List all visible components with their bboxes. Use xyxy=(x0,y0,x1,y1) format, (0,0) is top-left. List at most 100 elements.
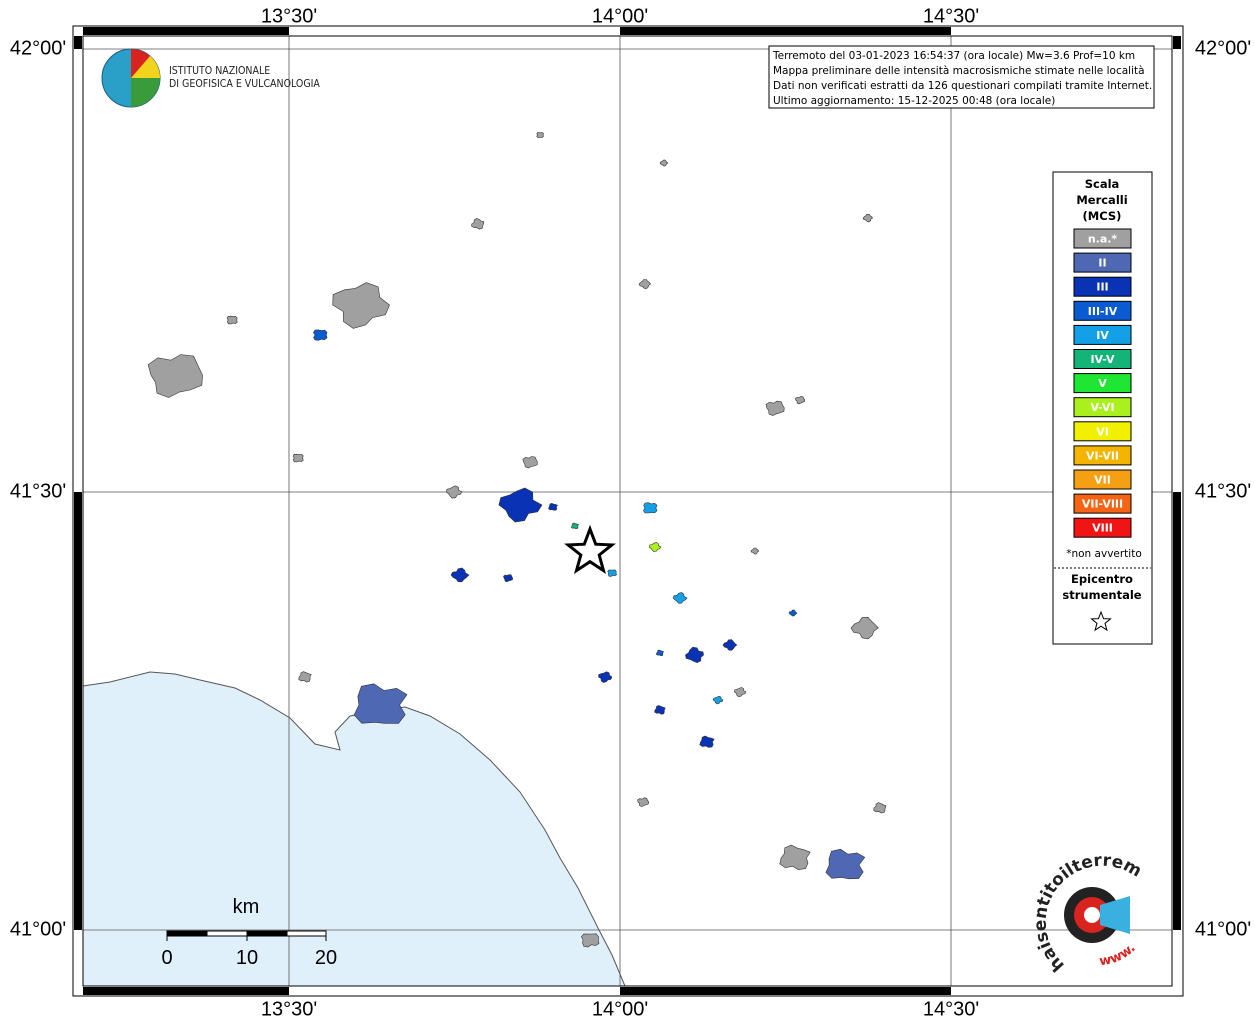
legend-label: III xyxy=(1096,281,1108,294)
lat-label: 41°30' xyxy=(1195,480,1251,502)
locality xyxy=(779,844,811,871)
locality xyxy=(498,487,543,523)
scale-label: 20 xyxy=(315,947,337,969)
legend-swatch xyxy=(1073,421,1132,442)
locality xyxy=(672,592,688,604)
locality xyxy=(699,735,715,748)
locality xyxy=(292,453,304,463)
scale-unit: km xyxy=(233,896,260,918)
lat-label: 41°00' xyxy=(1195,918,1251,940)
legend-epicenter: strumentale xyxy=(1062,588,1141,602)
info-line: Terremoto del 03-01-2023 16:54:37 (ora l… xyxy=(772,50,1135,62)
frame-bar xyxy=(83,987,289,995)
scale-bar xyxy=(166,930,208,937)
lon-label: 13°30' xyxy=(261,5,317,27)
legend-label: VIII xyxy=(1092,522,1113,535)
lat-label: 41°00' xyxy=(10,918,66,940)
frame-bar xyxy=(620,27,951,35)
scale-bar xyxy=(246,930,288,937)
legend-label: II xyxy=(1098,257,1106,270)
legend-swatch xyxy=(1073,445,1132,466)
locality xyxy=(548,502,558,511)
legend-label: IV-V xyxy=(1090,353,1115,366)
lon-label: 14°00' xyxy=(592,998,648,1020)
frame xyxy=(72,25,1184,997)
locality xyxy=(598,671,613,683)
legend-label: V xyxy=(1098,377,1107,390)
legend-swatch xyxy=(1073,349,1132,369)
legend-label: III-IV xyxy=(1088,305,1118,318)
locality xyxy=(685,646,704,664)
locality xyxy=(850,616,879,640)
legend-swatch xyxy=(1073,324,1132,345)
locality xyxy=(788,609,798,617)
locality xyxy=(862,213,874,223)
locality xyxy=(648,541,662,552)
locality xyxy=(581,933,600,948)
legend-swatch xyxy=(1073,373,1132,394)
locality xyxy=(445,485,463,499)
locality xyxy=(503,574,513,583)
locality xyxy=(795,396,806,405)
locality xyxy=(825,848,866,880)
info-line: Dati non verificati estratti da 126 ques… xyxy=(773,80,1152,92)
scale-label: 0 xyxy=(161,947,172,969)
frame-bar xyxy=(83,27,289,35)
locality xyxy=(522,456,538,469)
legend-swatch xyxy=(1073,397,1132,418)
legend-title: Scala xyxy=(1085,177,1120,191)
legend-label: V-VI xyxy=(1090,401,1114,414)
institute-name: ISTITUTO NAZIONALE xyxy=(169,65,270,77)
legend-label: IV xyxy=(1096,329,1109,342)
locality xyxy=(607,569,617,577)
epicenter-star xyxy=(564,524,616,575)
locality xyxy=(734,687,747,698)
lon-label: 14°00' xyxy=(592,5,648,27)
locality xyxy=(638,279,652,290)
locality xyxy=(353,683,408,724)
locality xyxy=(313,329,328,341)
scale-label: 10 xyxy=(236,947,258,969)
legend-title: (MCS) xyxy=(1083,209,1122,223)
legend-swatch xyxy=(1073,228,1132,249)
locality xyxy=(147,354,203,398)
locality xyxy=(637,797,650,807)
frame-bar xyxy=(620,987,951,995)
info-line: Ultimo aggiornamento: 15-12-2025 00:48 (… xyxy=(773,95,1055,107)
scale-bar xyxy=(206,930,248,937)
legend-label: VI-VII xyxy=(1086,449,1119,462)
lat-label: 41°30' xyxy=(10,480,66,502)
locality xyxy=(332,282,390,329)
locality xyxy=(654,705,666,715)
legend-swatch xyxy=(1073,276,1132,297)
frame-bar xyxy=(74,36,82,49)
legend-label: VII-VIII xyxy=(1082,498,1123,511)
locality xyxy=(226,315,238,325)
frame-bar xyxy=(74,492,82,930)
site-logo xyxy=(1100,896,1130,934)
ingv-logo xyxy=(131,78,160,107)
locality xyxy=(643,502,658,514)
locality xyxy=(298,671,312,683)
site-logo xyxy=(1084,907,1100,923)
legend-swatch xyxy=(1073,469,1132,490)
locality xyxy=(712,695,724,705)
locality xyxy=(659,159,669,167)
legend-swatch xyxy=(1073,517,1132,538)
locality xyxy=(450,567,470,583)
institute-name: DI GEOFISICA E VULCANOLOGIA xyxy=(169,78,320,90)
legend-label: VI xyxy=(1096,425,1109,438)
legend-epicenter: Epicentro xyxy=(1071,572,1133,586)
lat-label: 42°00' xyxy=(10,37,66,59)
legend-title: Mercalli xyxy=(1076,193,1127,207)
locality xyxy=(722,639,738,651)
locality xyxy=(656,649,664,657)
frame-bar xyxy=(1173,492,1181,930)
legend-label: n.a.* xyxy=(1088,233,1118,246)
legend-note: *non avvertito xyxy=(1066,548,1142,560)
legend-label: VII xyxy=(1094,474,1111,487)
locality xyxy=(873,802,887,814)
lon-label: 14°30' xyxy=(923,5,979,27)
